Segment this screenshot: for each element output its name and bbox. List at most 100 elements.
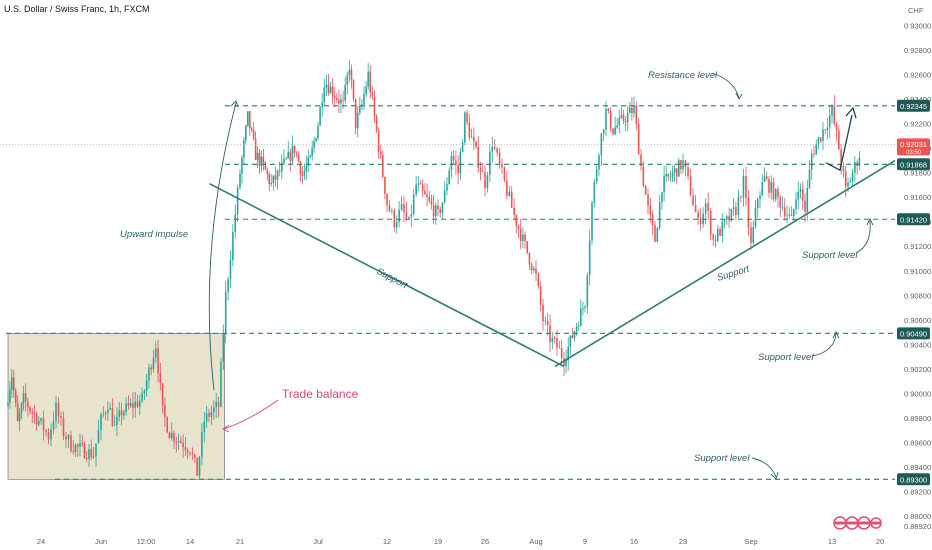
candle-body-21 — [52, 421, 55, 430]
level-price-labels: 0.92345 0.91868 0.91420 0.90490 0.89300 0.920… — [897, 99, 930, 486]
time-tick-10: 9 — [583, 537, 587, 546]
candle-body-91 — [215, 402, 217, 408]
support-level-label-2: Support level — [758, 352, 814, 363]
candle-body-369 — [833, 106, 836, 124]
candle-body-213 — [477, 146, 480, 168]
time-tick-14: 13 — [828, 537, 836, 546]
candle-body-151 — [340, 99, 342, 104]
candle-body-51 — [123, 411, 125, 416]
candle-body-80 — [189, 452, 191, 454]
candle-body-296 — [665, 173, 667, 176]
time-tick-11: 16 — [630, 537, 638, 546]
candle-body-185 — [415, 184, 417, 195]
candle-body-170 — [379, 151, 382, 155]
candle-body-131 — [299, 161, 302, 176]
resistance-arrowhead — [735, 92, 743, 100]
candle-body-299 — [671, 172, 674, 177]
candle-body-72 — [170, 432, 173, 439]
candle-body-110 — [256, 152, 259, 160]
candle-body-85 — [201, 431, 203, 457]
candle-body-47 — [113, 424, 116, 426]
candle-body-105 — [247, 111, 249, 126]
time-axis[interactable]: 24 Jun 12:00 14 21 Jul 12 19 26 Aug 9 16 23 Sep 13 20 — [37, 537, 884, 546]
candle-body-40 — [97, 429, 100, 444]
candle-body-239 — [537, 273, 540, 286]
candle-body-4 — [14, 390, 17, 404]
candle-body-12 — [31, 411, 34, 413]
time-tick-3: 14 — [186, 537, 194, 546]
candle-body-202 — [452, 156, 455, 161]
candles — [7, 60, 861, 479]
candle-body-181 — [405, 212, 408, 219]
candle-body-232 — [522, 234, 524, 242]
candle-body-5 — [16, 403, 19, 422]
candle-body-69 — [164, 405, 166, 418]
candle-body-274 — [616, 125, 618, 128]
candle-body-323 — [728, 216, 730, 221]
candle-body-378 — [854, 162, 856, 173]
candle-body-125 — [287, 151, 290, 159]
candle-body-79 — [186, 450, 189, 453]
price-tick-0: 0.93000 — [904, 21, 931, 30]
candle-body-44 — [107, 409, 109, 414]
candle-body-222 — [498, 152, 501, 164]
candle-body-89 — [210, 411, 213, 417]
candle-body-90 — [213, 407, 215, 412]
candle-body-64 — [152, 357, 155, 370]
price-axis[interactable]: CHF 0.930000.928000.926000.924000.922000… — [895, 0, 932, 550]
candle-body-124 — [285, 158, 287, 160]
time-tick-9: Aug — [529, 537, 542, 546]
candle-body-114 — [264, 162, 267, 170]
candle-body-129 — [295, 152, 298, 154]
candle-body-204 — [457, 164, 459, 174]
candle-body-212 — [475, 141, 477, 147]
candle-body-126 — [289, 151, 292, 162]
candle-body-275 — [618, 117, 621, 126]
candle-body-209 — [468, 122, 471, 138]
candle-body-30 — [74, 444, 77, 453]
candle-body-98 — [232, 231, 234, 261]
candle-body-24 — [60, 416, 62, 419]
candle-body-334 — [754, 207, 757, 227]
candle-body-311 — [699, 218, 702, 225]
candle-body-179 — [400, 204, 403, 210]
time-tick-6: 12 — [383, 537, 391, 546]
candle-body-280 — [629, 107, 631, 114]
candle-body-141 — [319, 107, 321, 126]
level-price-box-support-3 — [897, 473, 930, 486]
candle-body-337 — [761, 181, 764, 196]
candle-body-248 — [558, 347, 561, 349]
trendlines — [209, 159, 897, 368]
candle-body-300 — [673, 168, 676, 173]
candle-body-23 — [57, 402, 60, 417]
annotations: Resistance level Upward impulse Support … — [120, 70, 874, 480]
candle-body-13 — [33, 412, 36, 415]
time-tick-0: 24 — [37, 537, 45, 546]
candle-body-308 — [692, 195, 694, 206]
candle-body-264 — [593, 181, 596, 203]
candle-body-242 — [544, 320, 547, 322]
candle-body-356 — [804, 200, 806, 213]
candle-body-328 — [740, 196, 742, 198]
candle-body-10 — [27, 401, 29, 408]
bar-countdown-label: 03:50 — [906, 150, 922, 156]
trendline-support-1 — [554, 159, 897, 368]
candle-body-197 — [441, 202, 444, 214]
candle-body-206 — [461, 142, 464, 153]
price-tick-17: 0.89600 — [904, 438, 931, 447]
trade-balance-label: Trade balance — [282, 387, 359, 401]
candle-body-9 — [24, 393, 27, 402]
candle-body-92 — [217, 402, 220, 407]
candle-body-166 — [371, 92, 374, 97]
time-tick-1: Jun — [95, 537, 107, 546]
candle-body-17 — [42, 418, 45, 431]
support-level-label-3: Support level — [694, 453, 750, 464]
candle-body-345 — [779, 197, 782, 208]
candle-body-236 — [530, 264, 533, 271]
candle-body-193 — [432, 204, 435, 217]
candle-body-319 — [719, 228, 721, 236]
candle-body-32 — [79, 443, 81, 447]
candle-body-252 — [567, 346, 569, 361]
candle-body-62 — [148, 367, 150, 381]
